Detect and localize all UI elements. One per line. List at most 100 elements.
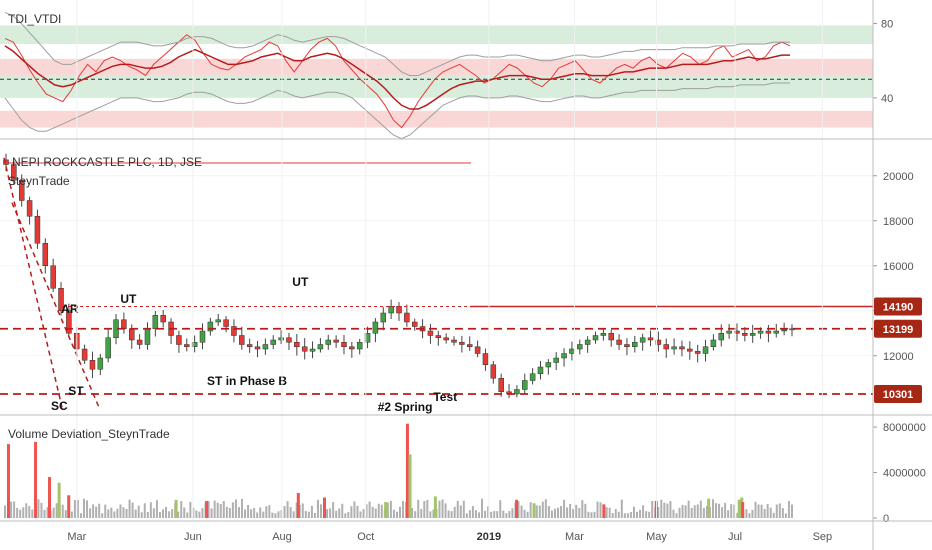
candle-body	[325, 339, 332, 345]
volume-bar	[487, 506, 490, 518]
volume-bar	[149, 502, 152, 518]
volume-bar	[629, 511, 632, 518]
volume-bar	[219, 504, 222, 518]
candle-body	[50, 265, 56, 289]
volume-bar	[356, 505, 359, 518]
volume-bar	[250, 509, 253, 518]
volume-bar	[25, 503, 28, 518]
volume-bar	[450, 511, 453, 518]
candle-body	[639, 337, 646, 343]
price-subtitle: SteynTrade	[8, 174, 70, 188]
candle-body	[199, 330, 206, 343]
volume-bar	[70, 511, 73, 518]
volume-bar	[541, 501, 544, 518]
candle-body	[545, 362, 552, 368]
candle-body	[592, 335, 599, 341]
volume-bar	[505, 513, 508, 518]
volume-bar	[286, 501, 289, 518]
candle-body	[349, 346, 355, 350]
candle-body	[239, 335, 245, 345]
volume-spike	[34, 441, 38, 518]
tdi-title: TDI_VTDI	[8, 12, 61, 26]
volume-bar	[399, 506, 401, 518]
volume-bar	[715, 503, 717, 518]
volume-bar	[508, 511, 511, 518]
volume-bar	[608, 507, 611, 518]
volume-bar	[684, 505, 687, 518]
candle-body	[58, 288, 64, 311]
price-y-tick-label: 16000	[883, 261, 914, 273]
volume-bar	[414, 511, 417, 518]
candle-body	[89, 360, 96, 370]
candle-body	[482, 353, 489, 365]
volume-bar	[253, 508, 256, 518]
volume-bar	[681, 504, 684, 518]
candle-body	[301, 346, 308, 352]
candle-body	[742, 333, 748, 336]
volume-bar	[690, 507, 693, 518]
volume-bar	[660, 499, 663, 518]
candle-body	[105, 337, 111, 359]
volume-bar	[614, 509, 617, 518]
volume-spike	[205, 500, 209, 518]
volume-bar	[116, 508, 119, 518]
volume-bar	[329, 508, 332, 518]
candle-body	[317, 344, 324, 350]
candle-body	[136, 339, 143, 345]
volume-bar	[490, 511, 493, 518]
volume-bar	[155, 500, 158, 518]
volume-bar	[584, 503, 587, 518]
candle-body	[341, 342, 347, 347]
candle-body	[624, 344, 630, 347]
candle-body	[380, 312, 387, 323]
volume-bar	[186, 512, 189, 518]
volume-panel: 0 4000000 8000000	[4, 422, 926, 525]
volume-bar	[31, 509, 34, 518]
candle-body	[42, 243, 49, 266]
volume-bar	[547, 505, 550, 518]
volume-bar	[392, 509, 395, 518]
volume-bar	[395, 511, 398, 518]
volume-bar	[699, 500, 702, 518]
volume-bar	[268, 505, 271, 518]
volume-bar	[587, 511, 590, 518]
candle-body	[97, 357, 104, 370]
candle-body	[215, 319, 221, 323]
volume-bar	[456, 500, 459, 518]
price-panel: 1200014000160001800020000141901319910301…	[0, 153, 922, 414]
candle-body	[427, 330, 434, 336]
chart-annotation: ST in Phase B	[207, 374, 287, 388]
volume-bar	[180, 501, 183, 518]
volume-bar	[152, 508, 155, 518]
volume-bar	[678, 507, 681, 518]
candle-body	[356, 342, 363, 350]
volume-bar	[553, 508, 556, 518]
candle-body	[569, 348, 575, 354]
tdi-zone-band	[0, 75, 873, 98]
volume-bar	[307, 511, 310, 518]
tdi-y-tick-label: 40	[881, 93, 893, 105]
candle-body	[152, 315, 159, 329]
volume-bar	[566, 507, 569, 518]
candle-body	[270, 339, 276, 345]
price-y-tick-label: 20000	[883, 171, 914, 183]
volume-bar	[648, 511, 651, 518]
volume-bar	[362, 509, 365, 518]
volume-bar	[213, 500, 216, 518]
volume-bar	[557, 507, 559, 518]
volume-bar	[146, 512, 149, 518]
volume-bar	[289, 507, 292, 518]
candle-body	[608, 333, 614, 341]
volume-spike	[296, 493, 300, 518]
volume-bar	[359, 511, 362, 518]
volume-spike	[741, 502, 745, 518]
volume-bar	[569, 503, 572, 518]
chart-annotation: Test	[433, 390, 457, 404]
volume-bar	[207, 501, 210, 518]
volume-bar	[310, 505, 313, 518]
candle-body	[490, 364, 497, 379]
volume-bar	[772, 512, 775, 518]
volume-bar	[228, 507, 231, 518]
volume-bar	[645, 511, 648, 518]
volume-bar	[4, 505, 6, 518]
